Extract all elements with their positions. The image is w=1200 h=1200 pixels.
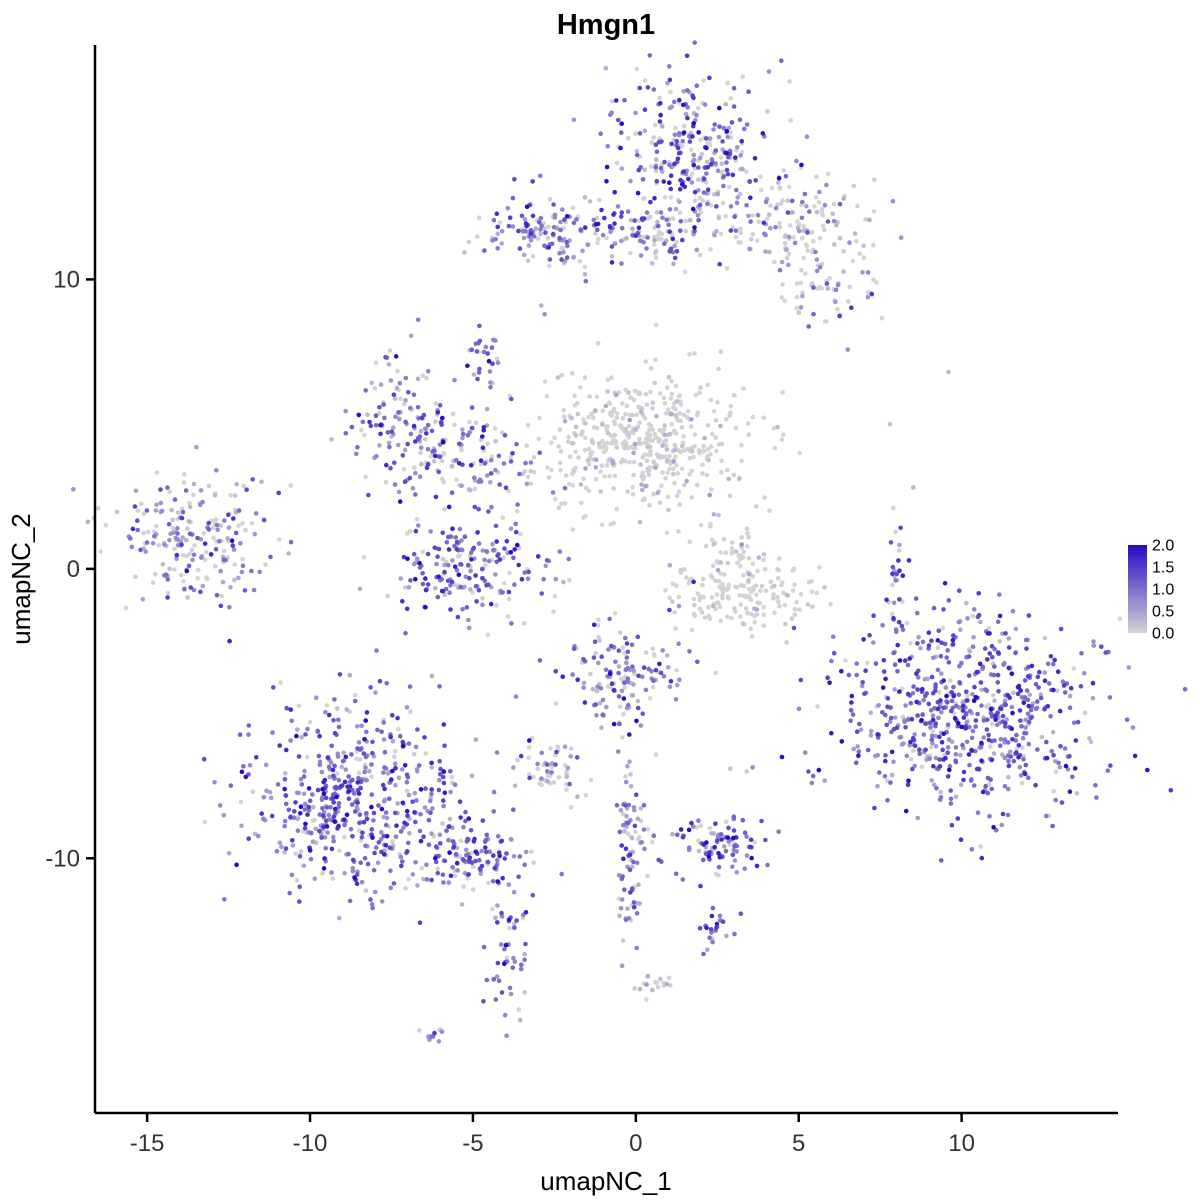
x-axis-title: umapNC_1 xyxy=(540,1166,672,1196)
tick-label: 0 xyxy=(629,1130,642,1157)
y-axis-title: umapNC_2 xyxy=(6,513,36,645)
legend-tick-label: 1.0 xyxy=(1152,582,1174,599)
expression-colorbar-legend: 2.0 1.5 1.0 0.5 0.0 xyxy=(1128,538,1174,643)
colorbar-gradient xyxy=(1128,545,1147,633)
legend-tick-label: 0.0 xyxy=(1152,626,1174,643)
axes: -15 -10 -5 0 5 10 -10 0 10 xyxy=(45,45,1118,1157)
tick-label: -10 xyxy=(293,1130,328,1157)
tick-label: -5 xyxy=(462,1130,483,1157)
scatter-points xyxy=(71,40,1188,1044)
tick-label: 0 xyxy=(67,556,80,583)
tick-label: 10 xyxy=(53,266,80,293)
legend-tick-label: 1.5 xyxy=(1152,560,1174,577)
colorbar-labels: 2.0 1.5 1.0 0.5 0.0 xyxy=(1152,538,1174,643)
tick-label: 10 xyxy=(948,1130,975,1157)
tick-label: -15 xyxy=(130,1130,165,1157)
tick-label: -10 xyxy=(45,845,80,872)
legend-tick-label: 2.0 xyxy=(1152,538,1174,555)
legend-tick-label: 0.5 xyxy=(1152,604,1174,621)
tick-label: 5 xyxy=(792,1130,805,1157)
plot-title: Hmgn1 xyxy=(557,9,655,41)
